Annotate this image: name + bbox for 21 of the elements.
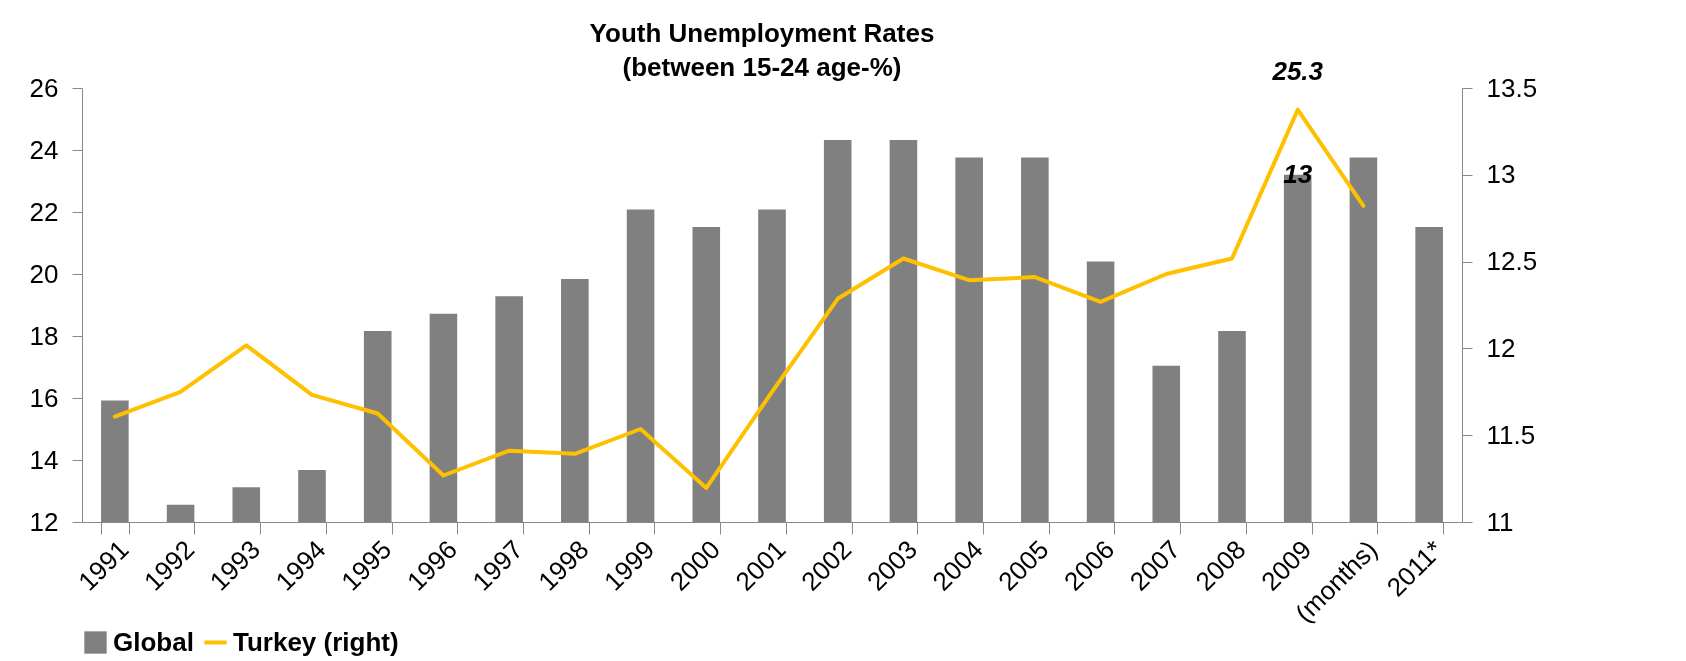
y2-tick-label: 11.5	[1486, 419, 1536, 450]
y-tick-label: 18	[29, 320, 59, 351]
text: (between 15-24 age-%)	[622, 51, 902, 82]
legend-label: Global	[113, 626, 194, 657]
y-tick-label: 22	[29, 196, 59, 227]
y-tick-label: 16	[29, 382, 59, 413]
y2-tick-label: 11	[1486, 506, 1514, 537]
data-label: 13	[1283, 158, 1313, 189]
y-tick-label: 14	[29, 444, 59, 475]
y-tick-label: 12	[29, 506, 59, 537]
legend-label: Turkey (right)	[233, 626, 399, 657]
y-tick-label: 20	[29, 258, 59, 289]
y2-tick-label: 13	[1486, 159, 1516, 190]
text: Youth Unemployment Rates	[589, 17, 935, 48]
line-series	[112, 107, 1366, 490]
y2-tick-label: 12.5	[1486, 246, 1538, 277]
data-label: 25.3	[1271, 55, 1324, 86]
y-tick-label: 26	[29, 72, 59, 103]
y2-tick-label: 13.5	[1486, 72, 1538, 103]
y2-tick-label: 12	[1486, 332, 1516, 363]
y-tick-label: 24	[29, 134, 59, 165]
